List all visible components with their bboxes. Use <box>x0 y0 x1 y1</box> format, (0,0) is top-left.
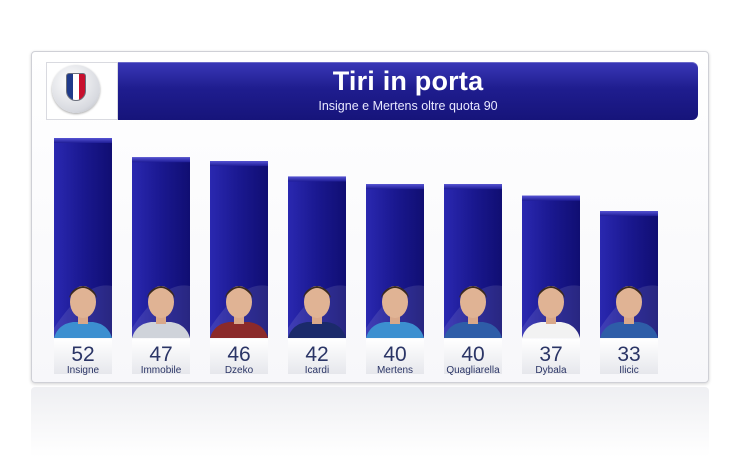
bar-cap <box>444 184 502 190</box>
bar-cap <box>600 211 658 217</box>
value-label-box <box>288 339 346 374</box>
data-label: 40 <box>461 343 484 366</box>
bar-cap <box>522 195 580 201</box>
chart-title: Tiri in porta <box>332 66 484 96</box>
player-photo-icon <box>54 286 112 338</box>
category-label: Icardi <box>305 365 329 376</box>
data-label: 33 <box>617 343 640 366</box>
category-label: Ilicic <box>619 365 638 376</box>
player-photo-icon <box>366 286 424 338</box>
value-label-box <box>522 339 580 374</box>
player-photo-icon <box>522 286 580 338</box>
serie-a-shield-icon <box>66 73 86 101</box>
data-label: 47 <box>149 343 172 366</box>
title-bar <box>118 62 698 120</box>
category-label: Mertens <box>377 365 413 376</box>
data-label: 52 <box>71 343 94 366</box>
bar-cap <box>54 138 112 143</box>
bar-cap <box>132 157 190 163</box>
player-photo-icon <box>600 286 658 338</box>
bar-cap <box>366 184 424 190</box>
category-label: Dzeko <box>225 365 254 376</box>
player-photo-icon <box>288 286 346 338</box>
category-label: Immobile <box>141 365 182 376</box>
player-photo-icon <box>210 286 268 338</box>
value-label-box <box>366 339 424 374</box>
category-label: Quagliarella <box>446 365 500 376</box>
panel-reflection <box>31 387 709 457</box>
data-label: 42 <box>305 343 328 366</box>
value-label-box <box>54 339 112 374</box>
value-label-box <box>210 339 268 374</box>
bar-cap <box>210 161 268 167</box>
data-label: 37 <box>539 343 562 366</box>
category-label: Insigne <box>67 365 100 376</box>
player-photo-icon <box>444 286 502 338</box>
category-label: Dybala <box>535 365 567 376</box>
data-label: 46 <box>227 343 250 366</box>
value-label-box <box>600 339 658 374</box>
data-label: 40 <box>383 343 406 366</box>
bar-cap <box>288 176 346 182</box>
chart-subtitle: Insigne e Mertens oltre quota 90 <box>318 99 498 113</box>
value-label-box <box>132 339 190 374</box>
value-label-box <box>444 339 502 374</box>
player-photo-icon <box>132 286 190 338</box>
